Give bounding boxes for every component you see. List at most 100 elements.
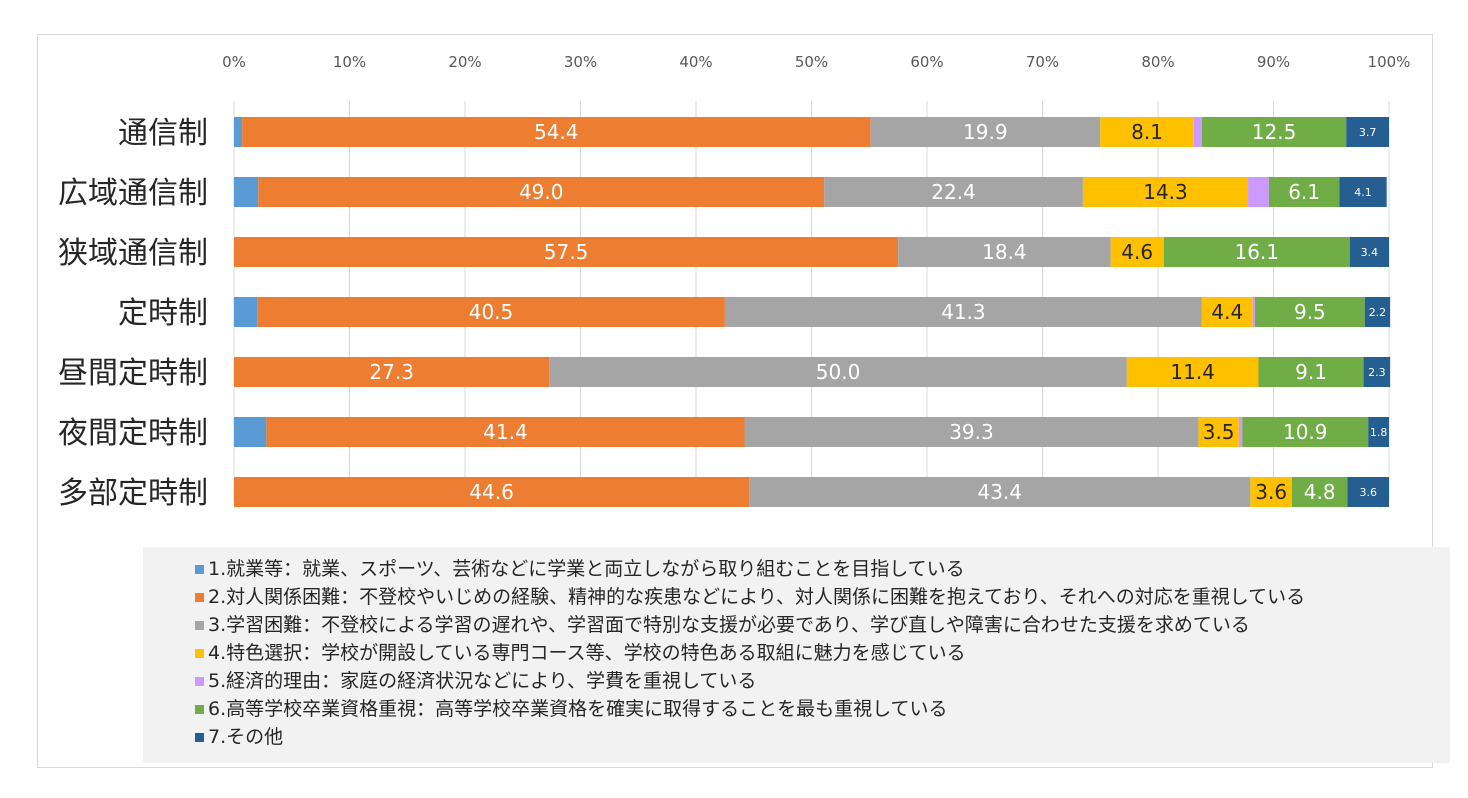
legend-label: 5.経済的理由：家庭の経済状況などにより、学費を重視している — [208, 670, 757, 692]
data-label: 3.5 — [1203, 420, 1235, 444]
legend-swatch — [195, 564, 204, 574]
stacked-bar-chart: 0% 10% 20% 30% 40% 50% 60% 70% 80% 90% 100% 通信制 54.4… — [58, 53, 1411, 511]
bar-segment-6 — [1201, 117, 1347, 147]
data-label: 40.5 — [469, 300, 514, 324]
data-label: 9.5 — [1294, 300, 1326, 324]
bar-segment-5 — [1193, 117, 1202, 147]
bar-segment-7 — [1346, 117, 1389, 147]
data-label: 3.7 — [1359, 126, 1377, 139]
x-tick-label: 60% — [910, 53, 943, 71]
data-label: 54.4 — [534, 120, 579, 144]
bar-segment-3 — [724, 297, 1202, 327]
category-label: 定時制 — [118, 296, 208, 331]
x-tick-label: 90% — [1257, 53, 1290, 71]
bar-segment-3 — [870, 117, 1101, 147]
bar-segment-4 — [1201, 297, 1253, 327]
bar-segment-6 — [1255, 297, 1365, 327]
legend-swatch — [195, 676, 204, 686]
data-label: 4.1 — [1354, 186, 1372, 199]
data-label: 10.9 — [1283, 420, 1328, 444]
data-label: 19.9 — [963, 120, 1008, 144]
x-tick-label: 30% — [564, 53, 597, 71]
x-tick-label: 50% — [795, 53, 828, 71]
x-tick-label: 10% — [333, 53, 366, 71]
legend-item: 6.高等学校卒業資格重視：高等学校卒業資格を確実に取得することを最も重視している — [195, 695, 1450, 723]
bar-segment-4 — [1198, 417, 1239, 447]
data-label: 41.3 — [941, 300, 986, 324]
bar-segment-1 — [234, 297, 258, 327]
bar-segment-4 — [1100, 117, 1194, 147]
data-label: 6.1 — [1288, 180, 1320, 204]
data-label: 57.5 — [544, 240, 589, 264]
data-label: 22.4 — [931, 180, 976, 204]
data-label: 27.3 — [369, 360, 414, 384]
legend-swatch — [195, 592, 204, 602]
bar-segment-2 — [257, 297, 725, 327]
legend-swatch — [195, 648, 204, 658]
bar-segment-3 — [898, 237, 1111, 267]
data-label: 11.4 — [1170, 360, 1215, 384]
data-label: 49.0 — [519, 180, 564, 204]
category-label: 多部定時制 — [58, 476, 208, 511]
bar-segment-4 — [1126, 357, 1259, 387]
x-tick-label: 100% — [1368, 53, 1411, 71]
bar-segment-2 — [234, 357, 550, 387]
bar-segment-7 — [1363, 357, 1391, 387]
bar-segment-7 — [1347, 477, 1389, 507]
data-label: 2.2 — [1369, 306, 1387, 319]
data-label: 3.6 — [1359, 486, 1377, 499]
x-tick-label: 0% — [222, 53, 246, 71]
chart-frame: 0% 10% 20% 30% 40% 50% 60% 70% 80% 90% 100% 通信制 54.4… — [37, 34, 1450, 768]
bar-segment-5 — [1252, 297, 1256, 327]
legend-label: 6.高等学校卒業資格重視：高等学校卒業資格を確実に取得することを最も重視している — [208, 698, 948, 720]
bar-segment-3 — [744, 417, 1199, 447]
bar-segment-6 — [1291, 477, 1348, 507]
data-label: 2.3 — [1368, 366, 1386, 379]
bar-segment-3 — [549, 357, 1127, 387]
data-label: 16.1 — [1234, 240, 1279, 264]
legend-item: 5.経済的理由：家庭の経済状況などにより、学費を重視している — [195, 667, 1450, 695]
data-label: 4.6 — [1121, 240, 1153, 264]
legend-label: 2.対人関係困難：不登校やいじめの経験、精神的な疾患などにより、対人関係に困難を… — [208, 586, 1306, 608]
legend-swatch — [195, 620, 204, 630]
category-label: 昼間定時制 — [58, 356, 208, 391]
category-label: 広域通信制 — [58, 176, 208, 211]
bar-segment-3 — [824, 177, 1083, 207]
legend-item: 7.その他 — [195, 723, 1450, 751]
category-label: 通信制 — [118, 116, 208, 151]
bar-segment-7 — [1339, 177, 1387, 207]
bar-segment-2 — [234, 237, 899, 267]
bar-segment-2 — [242, 117, 871, 147]
bar-segment-2 — [258, 177, 825, 207]
x-tick-label: 70% — [1026, 53, 1059, 71]
data-label: 3.6 — [1255, 480, 1287, 504]
bar-segment-1 — [234, 117, 243, 147]
legend-item: 3.学習困難：不登校による学習の遅れや、学習面で特別な支援が必要であり、学び直し… — [195, 611, 1450, 639]
x-tick-label: 80% — [1141, 53, 1174, 71]
bar-segment-1 — [234, 177, 259, 207]
bar-segment-3 — [749, 477, 1251, 507]
data-label: 4.8 — [1304, 480, 1336, 504]
legend-swatch — [195, 732, 204, 742]
legend-item: 4.特色選択：学校が開設している専門コース等、学校の特色ある取組に魅力を感じてい… — [195, 639, 1450, 667]
data-label: 50.0 — [816, 360, 861, 384]
bar-segment-2 — [266, 417, 745, 447]
bar-segment-4 — [1082, 177, 1249, 207]
legend-item: 2.対人関係困難：不登校やいじめの経験、精神的な疾患などにより、対人関係に困難を… — [195, 583, 1450, 611]
bar-segment-2 — [234, 477, 750, 507]
legend-label: 4.特色選択：学校が開設している専門コース等、学校の特色ある取組に魅力を感じてい… — [208, 642, 966, 664]
legend-swatch — [195, 704, 204, 714]
bar-segment-6 — [1163, 237, 1350, 267]
bar-segment-5 — [1248, 177, 1269, 207]
data-label: 3.4 — [1361, 246, 1379, 259]
bar-segment-7 — [1364, 297, 1391, 327]
bar-segment-7 — [1368, 417, 1389, 447]
data-label: 4.4 — [1211, 300, 1243, 324]
bar-segment-4 — [1110, 237, 1164, 267]
data-label: 39.3 — [949, 420, 994, 444]
legend-label: 7.その他 — [208, 726, 284, 748]
legend-item: 1.就業等：就業、スポーツ、芸術などに学業と両立しながら取り組むことを目指してい… — [195, 555, 1450, 583]
bar-segment-6 — [1242, 417, 1369, 447]
legend-label: 1.就業等：就業、スポーツ、芸術などに学業と両立しながら取り組むことを目指してい… — [208, 558, 965, 580]
bar-segment-6 — [1268, 177, 1340, 207]
